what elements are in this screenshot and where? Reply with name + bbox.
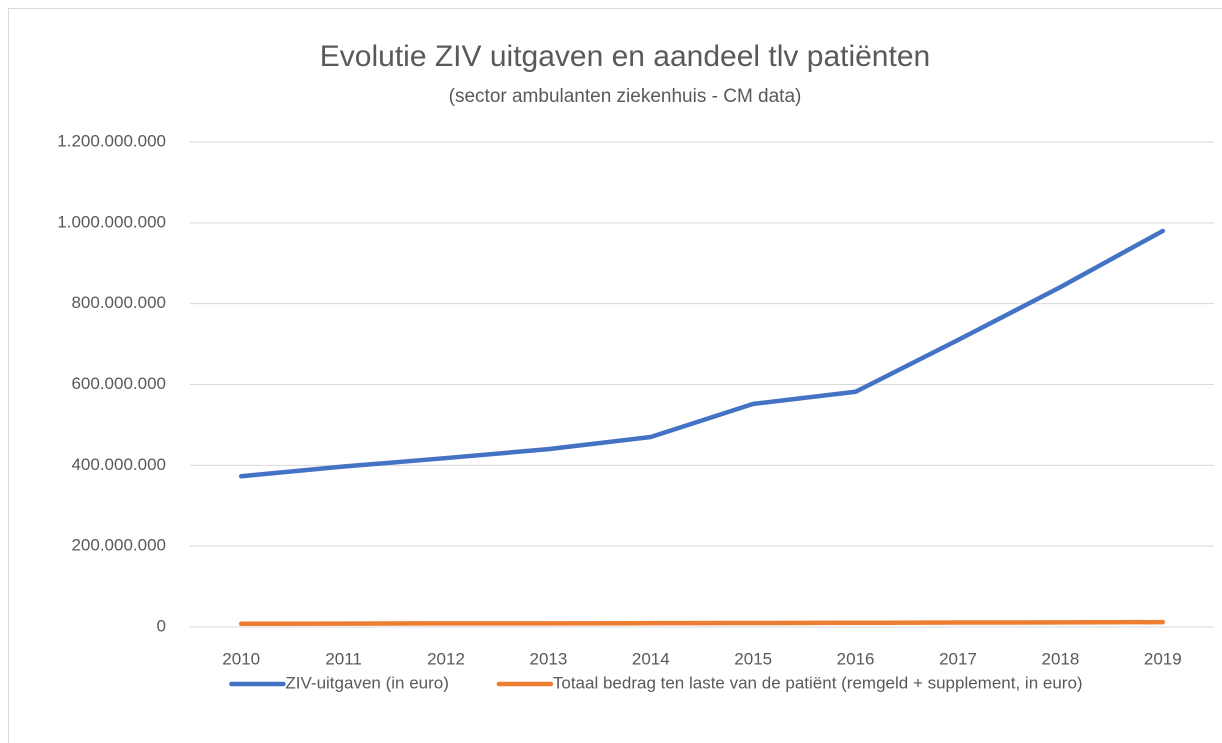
y-tick-label: 1.000.000.000 xyxy=(57,212,166,231)
x-tick-label: 2012 xyxy=(427,649,465,668)
legend-label: Totaal bedrag ten laste van de patiënt (… xyxy=(553,673,1083,692)
y-tick-label: 800.000.000 xyxy=(71,293,166,312)
y-tick-label: 400.000.000 xyxy=(71,455,166,474)
y-tick-label: 0 xyxy=(157,616,166,635)
x-tick-label: 2017 xyxy=(939,649,977,668)
line-series xyxy=(238,228,1166,479)
y-tick-label: 200.000.000 xyxy=(71,536,166,555)
x-tick-label: 2013 xyxy=(529,649,567,668)
line-series xyxy=(238,619,1166,627)
chart-frame xyxy=(8,8,1222,743)
x-tick-label: 2016 xyxy=(837,649,875,668)
x-tick-label: 2014 xyxy=(632,649,670,668)
chart-subtitle: (sector ambulanten ziekenhuis - CM data) xyxy=(449,86,802,107)
y-tick-label: 600.000.000 xyxy=(71,374,166,393)
x-tick-label: 2011 xyxy=(325,649,362,668)
y-tick-label: 1.200.000.000 xyxy=(57,131,166,150)
x-tick-label: 2010 xyxy=(222,649,260,668)
x-tick-label: 2019 xyxy=(1144,649,1182,668)
x-tick-label: 2015 xyxy=(734,649,772,668)
chart-title: Evolutie ZIV uitgaven en aandeel tlv pat… xyxy=(320,40,930,73)
legend-label: ZIV-uitgaven (in euro) xyxy=(285,673,448,692)
x-tick-label: 2018 xyxy=(1041,649,1079,668)
